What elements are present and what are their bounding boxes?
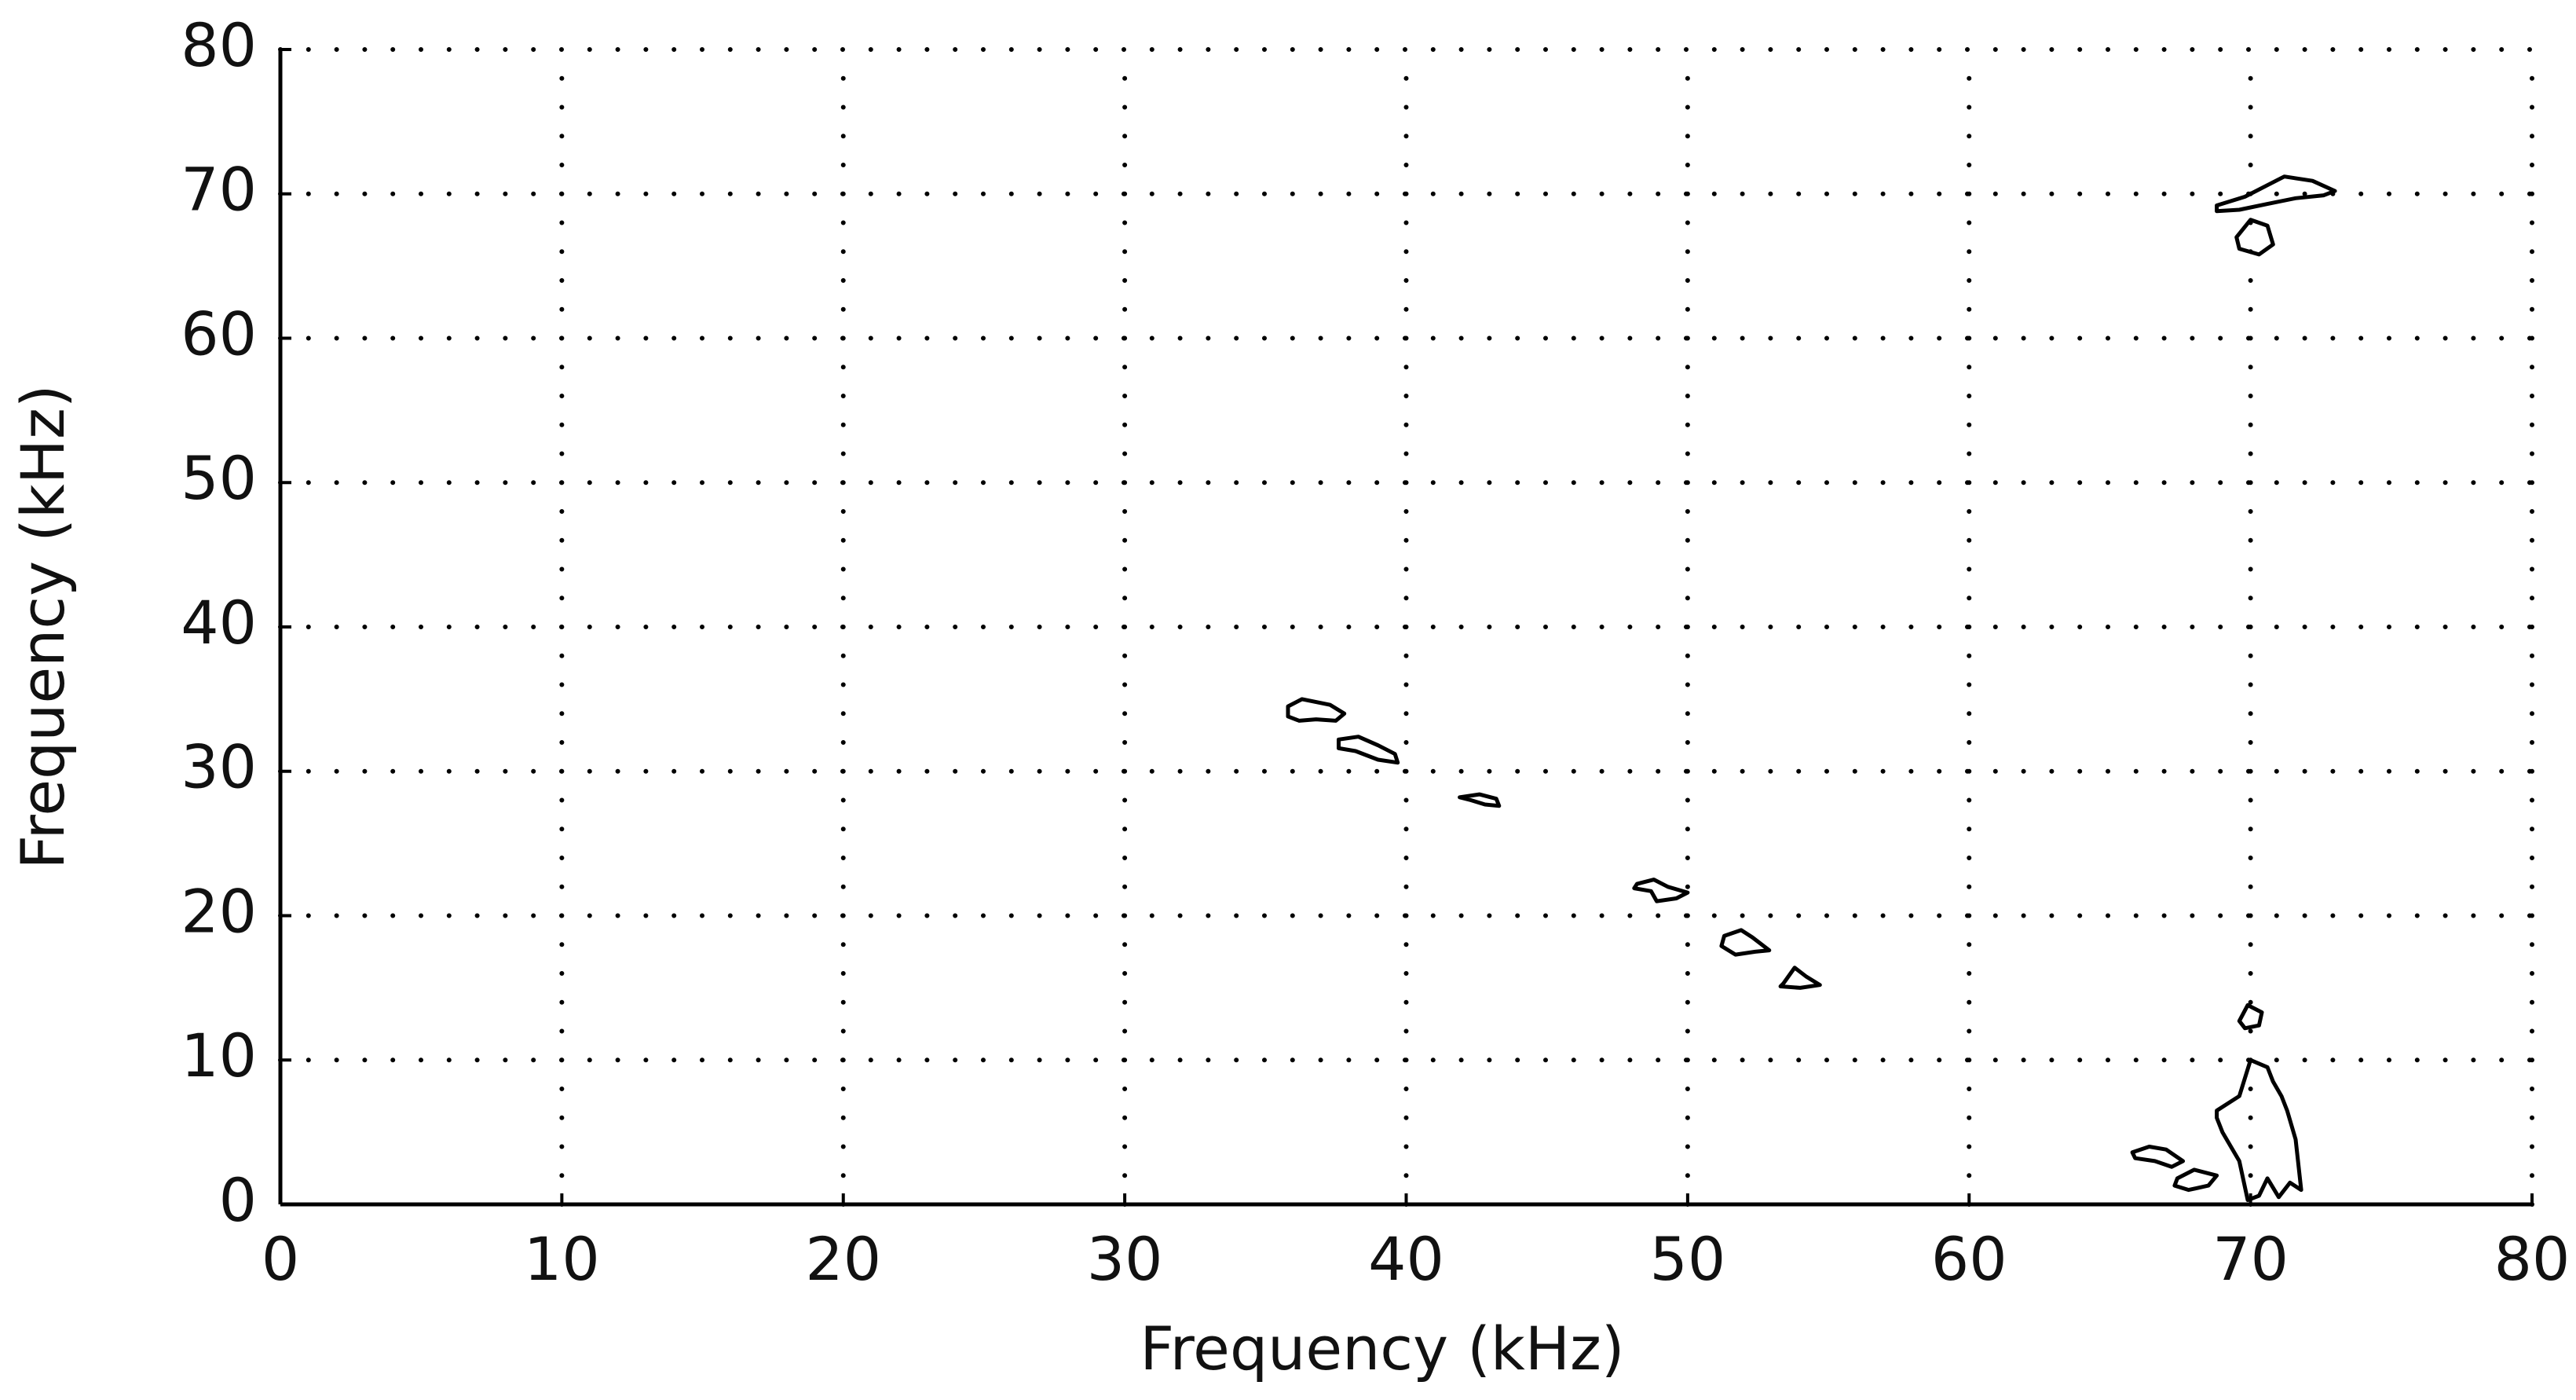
- y-tick-label: 40: [181, 588, 257, 658]
- contour-line: [2172, 1167, 2219, 1193]
- contour-line: [1778, 966, 1822, 990]
- y-tick-label: 30: [181, 732, 257, 802]
- y-tick-label: 70: [181, 155, 257, 225]
- y-tick-label: 50: [181, 443, 257, 513]
- contour-line: [2234, 218, 2275, 257]
- y-tick-label: 20: [181, 876, 257, 946]
- y-tick-label: 0: [219, 1165, 257, 1235]
- contour-line: [2130, 1145, 2186, 1169]
- x-tick-label: 0: [262, 1224, 299, 1294]
- x-tick-label: 60: [1931, 1224, 2007, 1294]
- x-tick-label: 20: [805, 1224, 881, 1294]
- contour-line: [1632, 878, 1690, 903]
- x-tick-label: 70: [2212, 1224, 2289, 1294]
- contour-line: [2237, 1002, 2264, 1031]
- contour-line: [1458, 792, 1502, 808]
- y-tick-label: 10: [181, 1021, 257, 1090]
- x-tick-label: 10: [524, 1224, 600, 1294]
- y-tick-label: 80: [181, 10, 257, 80]
- x-tick-label: 80: [2494, 1224, 2571, 1294]
- x-tick-label: 40: [1368, 1224, 1444, 1294]
- y-axis-label: Frequency (kHz): [8, 384, 78, 869]
- contour-line: [1719, 928, 1772, 957]
- x-tick-label: 50: [1650, 1224, 1726, 1294]
- x-tick-label: 30: [1087, 1224, 1163, 1294]
- contour-line: [2215, 1057, 2303, 1202]
- y-tick-label: 60: [181, 299, 257, 368]
- x-axis-label: Frequency (kHz): [1140, 1314, 1624, 1384]
- contour-line: [1337, 735, 1400, 765]
- contour-line: [2215, 174, 2337, 214]
- contour-line: [1286, 697, 1347, 723]
